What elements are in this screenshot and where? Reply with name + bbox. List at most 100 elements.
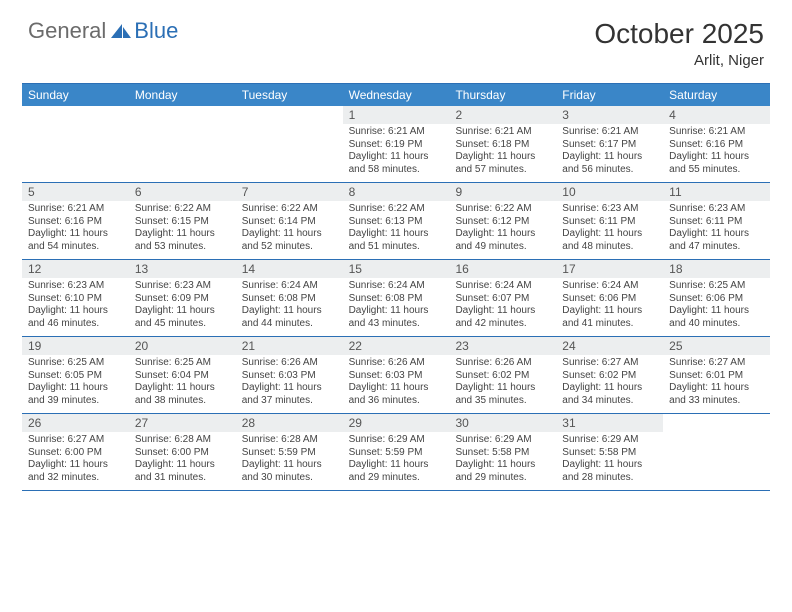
day-cell: 14Sunrise: 6:24 AMSunset: 6:08 PMDayligh… xyxy=(236,260,343,336)
day-cell: 31Sunrise: 6:29 AMSunset: 5:58 PMDayligh… xyxy=(556,414,663,490)
sunrise-text: Sunrise: 6:22 AM xyxy=(242,203,337,216)
daylight-text: Daylight: 11 hours and 29 minutes. xyxy=(455,459,550,484)
daylight-text: Daylight: 11 hours and 57 minutes. xyxy=(455,151,550,176)
sunrise-text: Sunrise: 6:27 AM xyxy=(669,357,764,370)
day-body xyxy=(22,124,129,132)
day-number: 25 xyxy=(663,337,770,355)
day-cell: 3Sunrise: 6:21 AMSunset: 6:17 PMDaylight… xyxy=(556,106,663,182)
day-number: 13 xyxy=(129,260,236,278)
sunset-text: Sunset: 6:13 PM xyxy=(349,216,444,229)
month-title: October 2025 xyxy=(594,18,764,50)
day-number: 31 xyxy=(556,414,663,432)
day-cell xyxy=(22,106,129,182)
weekday-header: Tuesday xyxy=(236,84,343,106)
sunset-text: Sunset: 6:02 PM xyxy=(562,370,657,383)
daylight-text: Daylight: 11 hours and 58 minutes. xyxy=(349,151,444,176)
weekday-header: Sunday xyxy=(22,84,129,106)
daylight-text: Daylight: 11 hours and 47 minutes. xyxy=(669,228,764,253)
day-cell: 17Sunrise: 6:24 AMSunset: 6:06 PMDayligh… xyxy=(556,260,663,336)
calendar: SundayMondayTuesdayWednesdayThursdayFrid… xyxy=(22,83,770,491)
day-body: Sunrise: 6:24 AMSunset: 6:08 PMDaylight:… xyxy=(343,278,450,336)
sunset-text: Sunset: 6:09 PM xyxy=(135,293,230,306)
daylight-text: Daylight: 11 hours and 48 minutes. xyxy=(562,228,657,253)
day-body: Sunrise: 6:26 AMSunset: 6:02 PMDaylight:… xyxy=(449,355,556,413)
day-body: Sunrise: 6:28 AMSunset: 6:00 PMDaylight:… xyxy=(129,432,236,490)
day-cell: 1Sunrise: 6:21 AMSunset: 6:19 PMDaylight… xyxy=(343,106,450,182)
day-body xyxy=(236,124,343,132)
day-body: Sunrise: 6:24 AMSunset: 6:06 PMDaylight:… xyxy=(556,278,663,336)
sunrise-text: Sunrise: 6:25 AM xyxy=(135,357,230,370)
sunrise-text: Sunrise: 6:26 AM xyxy=(455,357,550,370)
day-number: 8 xyxy=(343,183,450,201)
day-number: 1 xyxy=(343,106,450,124)
day-number: 21 xyxy=(236,337,343,355)
day-number: 28 xyxy=(236,414,343,432)
sunrise-text: Sunrise: 6:29 AM xyxy=(455,434,550,447)
day-number: 6 xyxy=(129,183,236,201)
sunset-text: Sunset: 6:00 PM xyxy=(135,447,230,460)
day-number xyxy=(236,106,343,124)
day-body: Sunrise: 6:21 AMSunset: 6:19 PMDaylight:… xyxy=(343,124,450,182)
day-cell: 26Sunrise: 6:27 AMSunset: 6:00 PMDayligh… xyxy=(22,414,129,490)
sunset-text: Sunset: 6:08 PM xyxy=(349,293,444,306)
day-cell: 27Sunrise: 6:28 AMSunset: 6:00 PMDayligh… xyxy=(129,414,236,490)
daylight-text: Daylight: 11 hours and 33 minutes. xyxy=(669,382,764,407)
day-number: 20 xyxy=(129,337,236,355)
daylight-text: Daylight: 11 hours and 51 minutes. xyxy=(349,228,444,253)
sunrise-text: Sunrise: 6:22 AM xyxy=(135,203,230,216)
sunset-text: Sunset: 6:04 PM xyxy=(135,370,230,383)
day-cell: 20Sunrise: 6:25 AMSunset: 6:04 PMDayligh… xyxy=(129,337,236,413)
sunset-text: Sunset: 6:16 PM xyxy=(669,139,764,152)
day-body: Sunrise: 6:25 AMSunset: 6:04 PMDaylight:… xyxy=(129,355,236,413)
day-number: 29 xyxy=(343,414,450,432)
day-body xyxy=(129,124,236,132)
day-cell: 30Sunrise: 6:29 AMSunset: 5:58 PMDayligh… xyxy=(449,414,556,490)
sunset-text: Sunset: 6:15 PM xyxy=(135,216,230,229)
daylight-text: Daylight: 11 hours and 41 minutes. xyxy=(562,305,657,330)
day-number xyxy=(663,414,770,432)
sunrise-text: Sunrise: 6:29 AM xyxy=(349,434,444,447)
sunrise-text: Sunrise: 6:27 AM xyxy=(28,434,123,447)
day-body: Sunrise: 6:27 AMSunset: 6:00 PMDaylight:… xyxy=(22,432,129,490)
daylight-text: Daylight: 11 hours and 35 minutes. xyxy=(455,382,550,407)
daylight-text: Daylight: 11 hours and 38 minutes. xyxy=(135,382,230,407)
sunset-text: Sunset: 6:12 PM xyxy=(455,216,550,229)
day-body: Sunrise: 6:24 AMSunset: 6:07 PMDaylight:… xyxy=(449,278,556,336)
logo: General Blue xyxy=(28,18,178,44)
day-body: Sunrise: 6:21 AMSunset: 6:16 PMDaylight:… xyxy=(663,124,770,182)
day-number: 30 xyxy=(449,414,556,432)
week-row: 1Sunrise: 6:21 AMSunset: 6:19 PMDaylight… xyxy=(22,106,770,183)
weekday-header: Friday xyxy=(556,84,663,106)
day-cell: 6Sunrise: 6:22 AMSunset: 6:15 PMDaylight… xyxy=(129,183,236,259)
sunrise-text: Sunrise: 6:21 AM xyxy=(455,126,550,139)
sunrise-text: Sunrise: 6:21 AM xyxy=(669,126,764,139)
sunset-text: Sunset: 5:58 PM xyxy=(562,447,657,460)
sunset-text: Sunset: 6:11 PM xyxy=(562,216,657,229)
sunrise-text: Sunrise: 6:25 AM xyxy=(669,280,764,293)
daylight-text: Daylight: 11 hours and 45 minutes. xyxy=(135,305,230,330)
day-number: 19 xyxy=(22,337,129,355)
day-body: Sunrise: 6:22 AMSunset: 6:15 PMDaylight:… xyxy=(129,201,236,259)
sunset-text: Sunset: 6:19 PM xyxy=(349,139,444,152)
daylight-text: Daylight: 11 hours and 42 minutes. xyxy=(455,305,550,330)
week-row: 19Sunrise: 6:25 AMSunset: 6:05 PMDayligh… xyxy=(22,337,770,414)
logo-text-general: General xyxy=(28,18,106,44)
sunset-text: Sunset: 6:08 PM xyxy=(242,293,337,306)
day-body: Sunrise: 6:22 AMSunset: 6:13 PMDaylight:… xyxy=(343,201,450,259)
day-number: 15 xyxy=(343,260,450,278)
day-body: Sunrise: 6:26 AMSunset: 6:03 PMDaylight:… xyxy=(236,355,343,413)
day-cell: 11Sunrise: 6:23 AMSunset: 6:11 PMDayligh… xyxy=(663,183,770,259)
day-cell: 13Sunrise: 6:23 AMSunset: 6:09 PMDayligh… xyxy=(129,260,236,336)
day-cell: 2Sunrise: 6:21 AMSunset: 6:18 PMDaylight… xyxy=(449,106,556,182)
daylight-text: Daylight: 11 hours and 56 minutes. xyxy=(562,151,657,176)
day-cell: 24Sunrise: 6:27 AMSunset: 6:02 PMDayligh… xyxy=(556,337,663,413)
sunset-text: Sunset: 6:03 PM xyxy=(242,370,337,383)
day-cell: 7Sunrise: 6:22 AMSunset: 6:14 PMDaylight… xyxy=(236,183,343,259)
sunrise-text: Sunrise: 6:28 AM xyxy=(135,434,230,447)
day-body: Sunrise: 6:23 AMSunset: 6:09 PMDaylight:… xyxy=(129,278,236,336)
day-body: Sunrise: 6:22 AMSunset: 6:14 PMDaylight:… xyxy=(236,201,343,259)
daylight-text: Daylight: 11 hours and 40 minutes. xyxy=(669,305,764,330)
day-number: 26 xyxy=(22,414,129,432)
day-cell: 25Sunrise: 6:27 AMSunset: 6:01 PMDayligh… xyxy=(663,337,770,413)
day-cell: 19Sunrise: 6:25 AMSunset: 6:05 PMDayligh… xyxy=(22,337,129,413)
